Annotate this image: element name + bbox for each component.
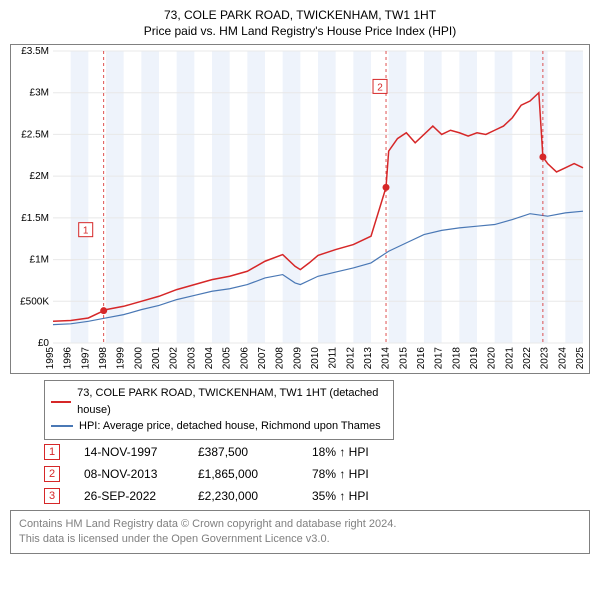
event-marker: 3 [44,488,60,504]
svg-text:2011: 2011 [328,347,339,369]
svg-text:2: 2 [377,82,383,93]
svg-text:2022: 2022 [522,347,533,370]
svg-text:2023: 2023 [540,347,551,370]
footer-line-1: Contains HM Land Registry data © Crown c… [19,517,581,532]
svg-text:2006: 2006 [239,347,250,370]
svg-text:2005: 2005 [222,347,233,370]
svg-text:1: 1 [83,226,89,237]
svg-text:2013: 2013 [363,347,374,370]
svg-text:2003: 2003 [186,347,197,370]
svg-text:2021: 2021 [504,347,515,370]
svg-text:2012: 2012 [345,347,356,370]
event-row: 2 08-NOV-2013 £1,865,000 78% ↑ HPI [44,466,590,482]
event-date: 08-NOV-2013 [84,467,174,481]
event-delta: 35% ↑ HPI [312,489,369,503]
svg-text:2008: 2008 [275,347,286,370]
svg-text:1998: 1998 [98,347,109,370]
svg-text:£2.5M: £2.5M [21,129,49,140]
event-marker: 1 [44,444,60,460]
svg-text:2001: 2001 [151,347,162,370]
svg-text:2020: 2020 [487,347,498,370]
svg-text:£3M: £3M [30,88,49,99]
event-marker: 2 [44,466,60,482]
svg-text:1996: 1996 [63,347,74,370]
svg-text:£3.5M: £3.5M [21,46,49,57]
legend-swatch-1 [51,401,71,403]
legend-row-1: 73, COLE PARK ROAD, TWICKENHAM, TW1 1HT … [51,385,387,418]
svg-text:£2M: £2M [30,171,49,182]
legend-label-1: 73, COLE PARK ROAD, TWICKENHAM, TW1 1HT … [77,385,387,418]
svg-text:2016: 2016 [416,347,427,370]
svg-text:£1M: £1M [30,255,49,266]
svg-text:2015: 2015 [398,347,409,370]
legend-row-2: HPI: Average price, detached house, Rich… [51,418,387,435]
event-delta: 18% ↑ HPI [312,445,369,459]
svg-text:2018: 2018 [451,347,462,370]
svg-text:2007: 2007 [257,347,268,370]
event-price: £1,865,000 [198,467,288,481]
chart-svg: £0£500K£1M£1.5M£2M£2.5M£3M£3.5M199519961… [11,45,591,375]
event-row: 1 14-NOV-1997 £387,500 18% ↑ HPI [44,444,590,460]
svg-text:2024: 2024 [557,347,568,370]
svg-text:£500K: £500K [20,296,49,307]
svg-text:2017: 2017 [434,347,445,370]
svg-text:2004: 2004 [204,347,215,370]
line-chart: £0£500K£1M£1.5M£2M£2.5M£3M£3.5M199519961… [10,44,590,374]
svg-text:2002: 2002 [169,347,180,370]
event-date: 26-SEP-2022 [84,489,174,503]
svg-text:2014: 2014 [381,347,392,370]
chart-subtitle: Price paid vs. HM Land Registry's House … [10,24,590,38]
events-list: 1 14-NOV-1997 £387,500 18% ↑ HPI 2 08-NOV-201… [44,444,590,504]
chart-container: 73, COLE PARK ROAD, TWICKENHAM, TW1 1HT … [0,0,600,562]
event-row: 3 26-SEP-2022 £2,230,000 35% ↑ HPI [44,488,590,504]
svg-text:2009: 2009 [292,347,303,370]
svg-text:1999: 1999 [116,347,127,370]
svg-text:2010: 2010 [310,347,321,370]
svg-text:2019: 2019 [469,347,480,370]
event-date: 14-NOV-1997 [84,445,174,459]
svg-text:£1.5M: £1.5M [21,213,49,224]
footer-line-2: This data is licensed under the Open Gov… [19,532,581,547]
legend-swatch-2 [51,425,73,427]
footer-attribution: Contains HM Land Registry data © Crown c… [10,510,590,555]
svg-text:2025: 2025 [575,347,586,370]
legend: 73, COLE PARK ROAD, TWICKENHAM, TW1 1HT … [44,380,394,440]
chart-title: 73, COLE PARK ROAD, TWICKENHAM, TW1 1HT [10,8,590,22]
svg-text:1997: 1997 [80,347,91,370]
event-delta: 78% ↑ HPI [312,467,369,481]
event-price: £2,230,000 [198,489,288,503]
event-price: £387,500 [198,445,288,459]
svg-text:2000: 2000 [133,347,144,370]
legend-label-2: HPI: Average price, detached house, Rich… [79,418,381,435]
svg-text:1995: 1995 [45,347,56,370]
